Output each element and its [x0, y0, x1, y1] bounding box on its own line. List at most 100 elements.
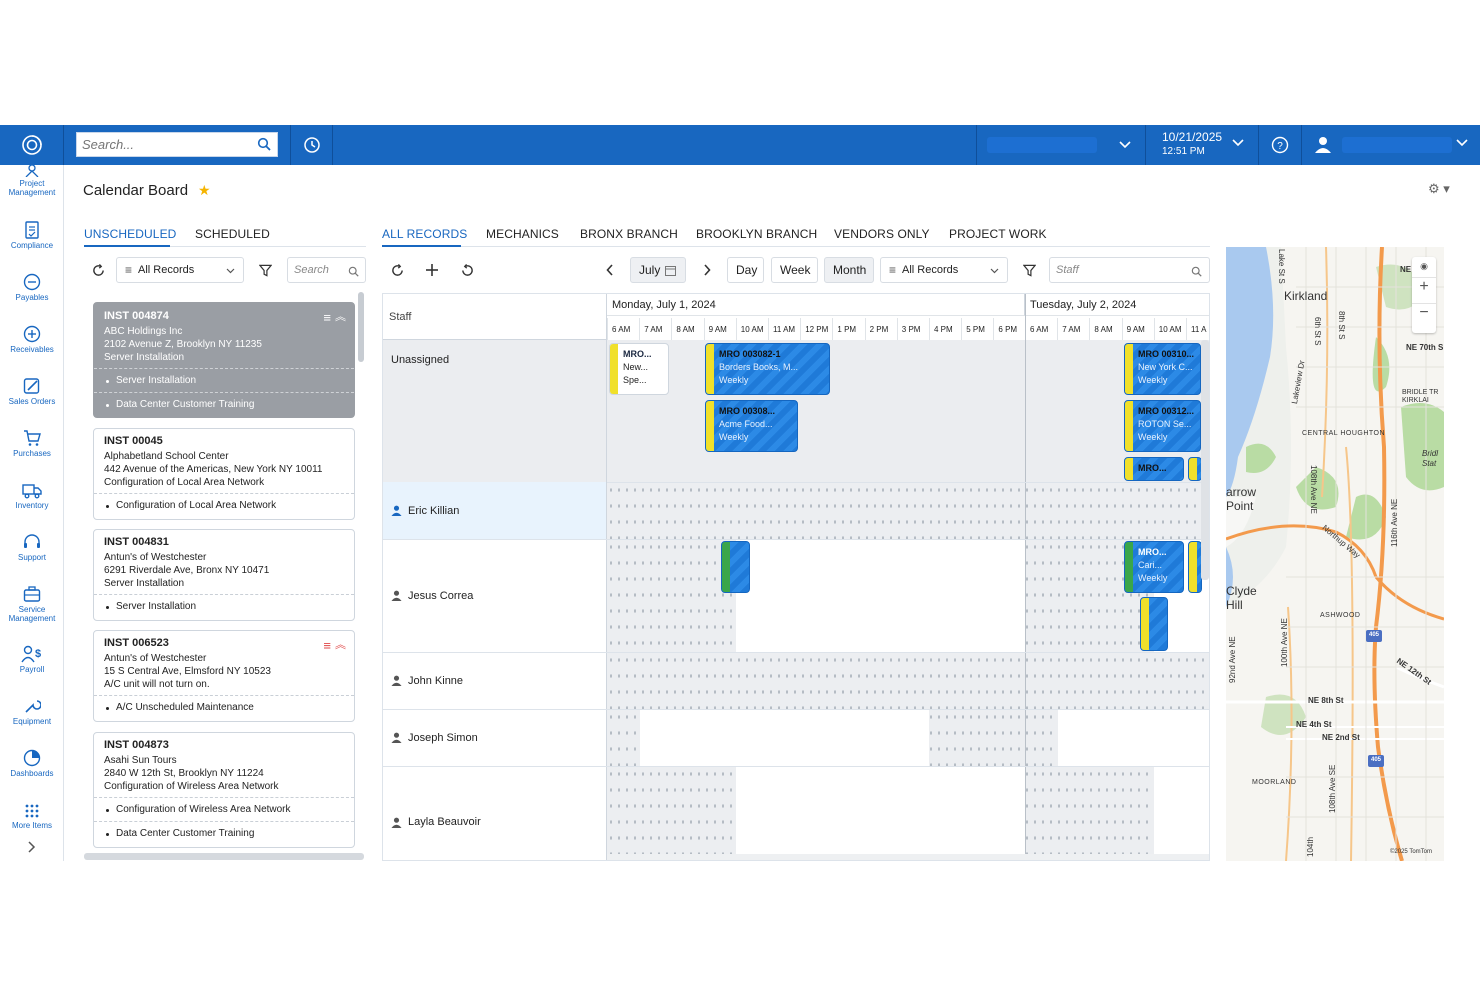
unscheduled-filter-select[interactable]: ≡ All Records	[116, 257, 244, 283]
favorite-star-icon[interactable]: ★	[198, 182, 211, 198]
work-order-card[interactable]: INST 00045 Alphabetland School Center 44…	[93, 428, 355, 520]
staff-name-cell[interactable]: Layla Beauvoir	[383, 766, 607, 860]
card-customer: ABC Holdings Inc	[104, 326, 183, 337]
nav-support[interactable]: Support	[0, 533, 64, 562]
next-chevron-icon[interactable]	[698, 261, 716, 279]
calendar-horizontal-scrollbar[interactable]	[607, 854, 1209, 860]
staff-name-cell[interactable]: John Kinne	[383, 652, 607, 709]
tab-scheduled[interactable]: SCHEDULED	[195, 227, 270, 241]
active-tab-indicator	[382, 245, 461, 247]
month-picker[interactable]: July	[630, 257, 686, 283]
list-scrollbar[interactable]	[358, 292, 364, 362]
map-compass-icon[interactable]: ◉	[1420, 261, 1428, 271]
map-label: Lake St S	[1277, 249, 1286, 284]
map-label: NE	[1400, 265, 1412, 274]
staff-name-cell[interactable]: Eric Killian	[383, 482, 607, 539]
view-week-button[interactable]: Week	[771, 257, 818, 283]
calendar-event[interactable]	[1188, 541, 1202, 593]
zoom-in-icon[interactable]: +	[1412, 277, 1436, 303]
hour-header: 7 AM	[639, 318, 671, 340]
business-date-selector[interactable]: 10/21/2025 12:51 PM	[1146, 125, 1259, 165]
history-icon[interactable]	[290, 125, 333, 165]
help-icon[interactable]: ?	[1259, 125, 1302, 165]
nav-payables[interactable]: Payables	[0, 273, 64, 302]
card-task: Server Installation	[94, 594, 354, 618]
nav-payroll[interactable]: $ Payroll	[0, 645, 64, 674]
app-logo-icon[interactable]	[0, 125, 64, 165]
calendar-event[interactable]: MRO...	[1124, 457, 1184, 481]
day-header: Monday, July 1, 2024	[607, 294, 1025, 316]
menu-lines-icon[interactable]: ≡	[323, 638, 331, 653]
nav-equipment[interactable]: Equipment	[0, 697, 64, 726]
row-divider	[383, 709, 1209, 710]
settings-gear-icon[interactable]: ⚙ ▾	[1428, 181, 1450, 196]
nav-expand-chevron-icon[interactable]	[0, 841, 64, 855]
work-order-card[interactable]: INST 004873 Asahi Sun Tours 2840 W 12th …	[93, 732, 355, 848]
view-day-button[interactable]: Day	[727, 257, 764, 283]
tab-all-records[interactable]: ALL RECORDS	[382, 227, 468, 241]
branch-selector[interactable]	[976, 125, 1146, 165]
refresh-icon[interactable]	[388, 261, 406, 279]
nav-service-management[interactable]: Service Management	[0, 585, 64, 623]
tab-bronx-branch[interactable]: BRONX BRANCH	[580, 227, 678, 241]
receivables-icon	[23, 325, 41, 343]
work-order-card[interactable]: ≡ ︽ INST 006523 Antun's of Westchester 15…	[93, 630, 355, 722]
calendar-event[interactable]: MRO 00312... ROTON Se... Weekly	[1124, 400, 1201, 452]
work-order-card[interactable]: ≡ ︽ INST 004874 ABC Holdings Inc 2102 Ave…	[93, 302, 355, 418]
calendar-event[interactable]	[1188, 457, 1202, 481]
calendar-tabs-divider	[382, 246, 1210, 247]
nav-dashboards[interactable]: Dashboards	[0, 749, 64, 778]
hour-header: 8 AM	[1089, 318, 1121, 340]
nav-more-items[interactable]: More Items	[0, 803, 64, 830]
menu-lines-icon[interactable]: ≡	[323, 310, 331, 325]
tab-vendors-only[interactable]: VENDORS ONLY	[834, 227, 930, 241]
work-order-card[interactable]: INST 004831 Antun's of Westchester 6291 …	[93, 529, 355, 621]
nav-project-management[interactable]: Project Management	[0, 165, 64, 197]
calendar-event[interactable]	[1140, 597, 1168, 651]
filter-funnel-icon[interactable]	[1020, 261, 1038, 279]
search-icon[interactable]	[257, 137, 271, 156]
calendar-event[interactable]: MRO 00308... Acme Food... Weekly	[705, 400, 798, 452]
more-items-icon	[25, 804, 39, 818]
reset-icon[interactable]	[458, 261, 476, 279]
nav-receivables[interactable]: Receivables	[0, 325, 64, 354]
hour-header: 11 A	[1186, 318, 1209, 340]
calendar-event[interactable]: MRO... New... Spe...	[609, 343, 669, 395]
calendar-event[interactable]	[721, 541, 750, 593]
filter-funnel-icon[interactable]	[256, 261, 274, 279]
zoom-out-icon[interactable]: −	[1412, 303, 1436, 329]
tab-unscheduled[interactable]: UNSCHEDULED	[84, 227, 177, 241]
staff-name-cell[interactable]: Jesus Correa	[383, 539, 607, 652]
staff-name-cell[interactable]: Joseph Simon	[383, 709, 607, 766]
tab-project-work[interactable]: PROJECT WORK	[949, 227, 1047, 241]
calendar-event[interactable]: MRO 003082-1 Borders Books, M... Weekly	[705, 343, 830, 395]
staff-row-eric-killian: Eric Killian	[383, 482, 1209, 539]
card-task: Configuration of Wireless Area Network	[94, 797, 354, 821]
tab-brooklyn-branch[interactable]: BROOKLYN BRANCH	[696, 227, 818, 241]
nav-purchases[interactable]: Purchases	[0, 429, 64, 458]
staff-search-input[interactable]: Staff	[1049, 257, 1210, 283]
map-label: 108th Ave SE	[1328, 764, 1337, 813]
user-menu[interactable]	[1302, 125, 1480, 165]
nav-inventory[interactable]: Inventory	[0, 481, 64, 510]
global-search-input[interactable]	[77, 133, 247, 156]
list-horizontal-scrollbar[interactable]	[84, 853, 364, 860]
nav-sales-orders[interactable]: Sales Orders	[0, 377, 64, 406]
tab-mechanics[interactable]: MECHANICS	[486, 227, 559, 241]
refresh-icon[interactable]	[89, 261, 107, 279]
card-id: INST 004874	[104, 310, 169, 322]
unscheduled-search-input[interactable]: Search	[287, 257, 366, 283]
hour-header: 10 AM	[1153, 318, 1186, 340]
priority-chevrons-up-icon: ︽	[335, 639, 346, 651]
view-month-button[interactable]: Month	[824, 257, 874, 283]
prev-chevron-icon[interactable]	[601, 261, 619, 279]
calendar-scrollbar[interactable]	[1201, 340, 1209, 580]
calendar-event[interactable]: MRO... Cari... Weekly	[1124, 541, 1184, 593]
global-search[interactable]	[76, 132, 278, 157]
calendar-filter-select[interactable]: ≡ All Records	[880, 257, 1008, 283]
hour-header: 7 AM	[1057, 318, 1089, 340]
add-icon[interactable]	[423, 261, 441, 279]
nav-compliance[interactable]: Compliance	[0, 221, 64, 250]
calendar-event[interactable]: MRO 00310... New York C... Weekly	[1124, 343, 1201, 395]
map-panel[interactable]: Kirkland NE 70th S BRIDLE TR KIRKLAI CEN…	[1226, 247, 1444, 861]
